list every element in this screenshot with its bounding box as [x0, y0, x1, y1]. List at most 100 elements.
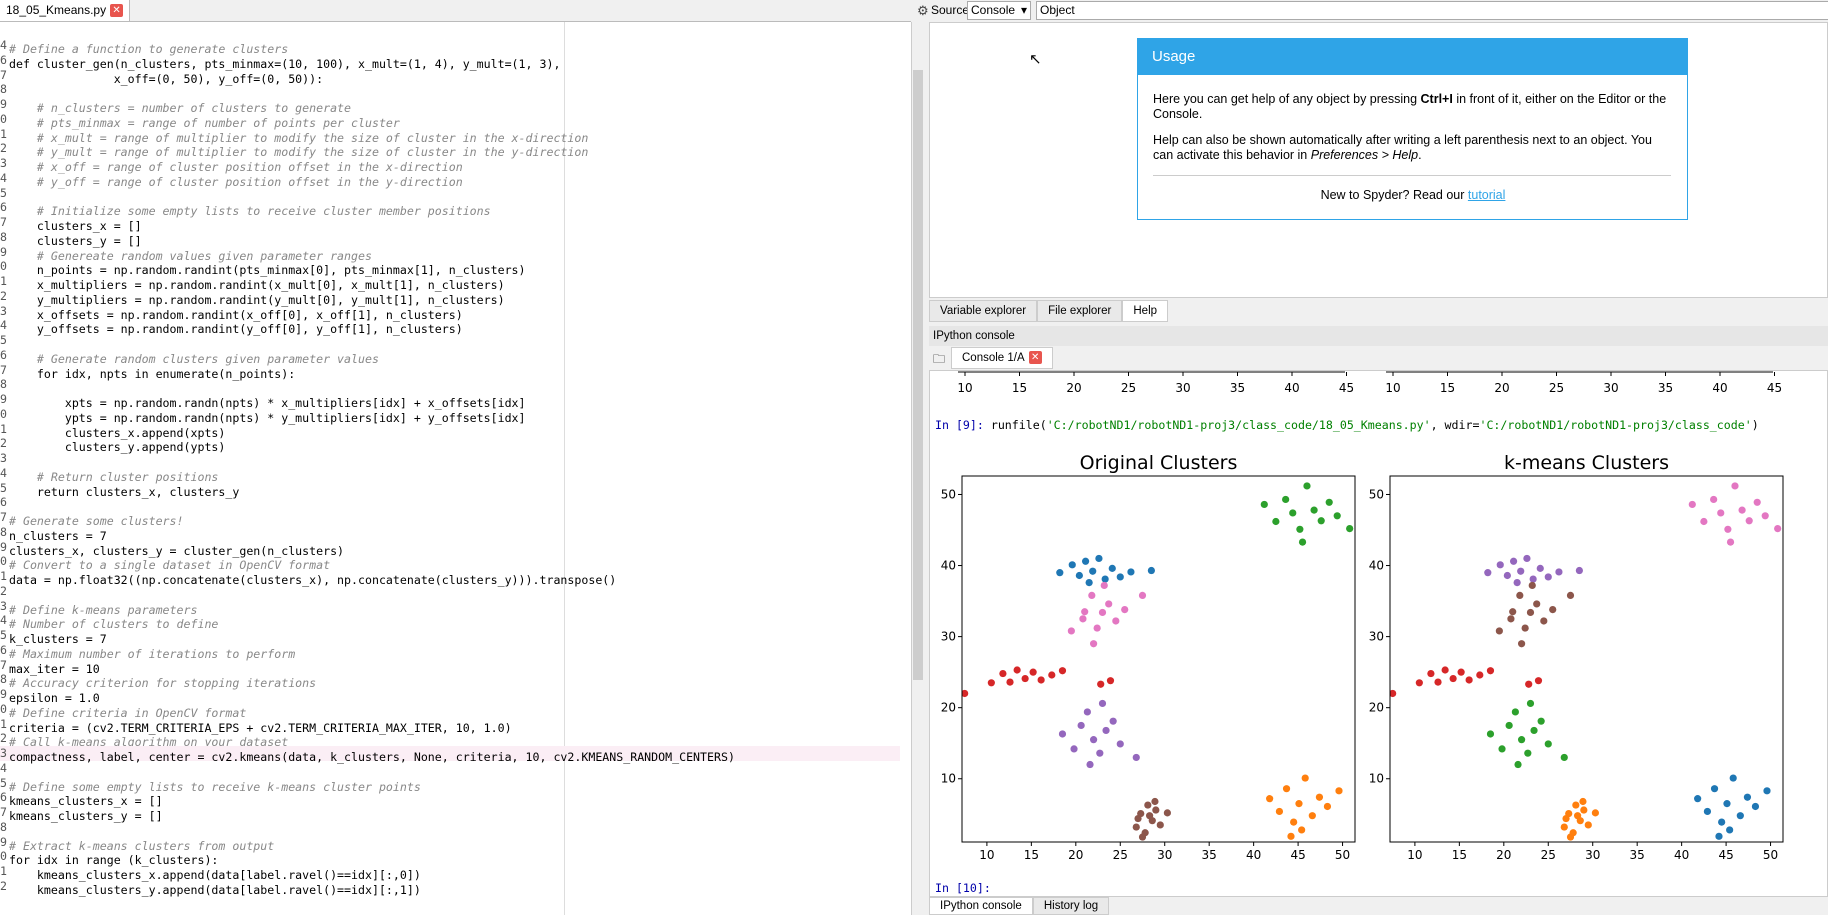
line-number: 4 — [0, 38, 7, 52]
line-number: 3 — [0, 303, 7, 318]
help-paragraph: New to Spyder? Read our tutorial — [1153, 188, 1673, 203]
console-area: In [9]: runfile('C:/robotND1/robotND1-pr… — [929, 370, 1828, 897]
tab[interactable]: Help — [1122, 300, 1169, 322]
console-tab[interactable]: Console 1/A ✕ — [951, 347, 1053, 369]
folder-icon[interactable]: 🗀 — [933, 352, 946, 366]
code-line: 7 x_off=(0, 50), y_off=(0, 50)): — [0, 68, 900, 86]
code-line: 5 — [0, 333, 900, 348]
code-line: 0 for idx in range (k_clusters): — [0, 849, 900, 867]
help-text: Here you can get help of any object by p… — [1153, 92, 1421, 106]
code-line: 2 — [0, 584, 900, 599]
code-line: 2 kmeans_clusters_y.append(data[label.ra… — [0, 878, 900, 897]
editor: 18_05_Kmeans.py ✕ 4 # Define a function to… — [0, 0, 911, 915]
code-line: 6 kmeans_clusters_x = [] — [0, 790, 900, 809]
code-text: def cluster_gen(n_clusters, pts_minmax=(… — [9, 56, 561, 71]
code-line: 3 x_offsets = np.random.randint(x_off[0]… — [0, 303, 900, 322]
code-line: 8 clusters_y = [] — [0, 230, 900, 248]
code-text: clusters_x.append(xpts) — [9, 425, 226, 440]
code-line: 7 for idx, npts in enumerate(n_points): — [0, 363, 900, 381]
line-number: 0 — [0, 259, 7, 274]
line-number: 8 — [0, 672, 7, 687]
line-number: 2 — [0, 436, 7, 451]
code-text: clusters_y = [] — [9, 233, 142, 248]
line-number: 8 — [0, 82, 7, 97]
code-line: 9 clusters_x, clusters_y = cluster_gen(n_… — [0, 540, 900, 558]
console-text: runfile( — [990, 418, 1047, 432]
code-text: xpts = np.random.randn(npts) * x_multipl… — [9, 395, 526, 410]
file-tab[interactable]: 18_05_Kmeans.py ✕ — [0, 0, 131, 21]
line-number: 1 — [0, 421, 7, 436]
code-text: # Number of clusters to define — [9, 617, 219, 632]
code-text: # Generate some clusters! — [9, 513, 184, 528]
line-number: 9 — [0, 834, 7, 849]
code-line: 8 — [0, 377, 900, 392]
code-text: ypts = np.random.randn(npts) * y_multipl… — [9, 410, 526, 425]
console-text: 'C:/robotND1/robotND1-proj3/class_code/1… — [1046, 418, 1431, 432]
close-tab[interactable]: ✕ — [110, 4, 124, 18]
line-number: 2 — [0, 878, 7, 893]
code-text: # Initialize some empty lists to receive… — [9, 204, 491, 219]
code-text: # Extract k-means clusters from output — [9, 838, 275, 853]
code-text: kmeans_clusters_x.append(data[label.rave… — [9, 867, 421, 882]
source-select[interactable]: Console ▾ — [967, 1, 1031, 20]
line-number: 7 — [0, 215, 7, 229]
code-text: criteria = (cv2.TERM_CRITERIA_EPS + cv2.… — [9, 720, 512, 735]
code-line: 8 n_clusters = 7 — [0, 524, 900, 543]
line-number: 1 — [0, 274, 7, 288]
tab-label: 18_05_Kmeans.py — [6, 3, 107, 17]
code-line: 2 clusters_y.append(ypts) — [0, 436, 900, 454]
line-number: 0 — [0, 111, 7, 126]
line-number: 2 — [0, 731, 7, 746]
line-number: 3 — [0, 746, 7, 760]
input-line: In [9]: runfile('C:/robotND1/robotND1-pr… — [935, 418, 1759, 432]
line-number: 7 — [0, 805, 7, 819]
code-line: 6 # Generate random clusters given param… — [0, 348, 900, 366]
line-number: 0 — [0, 701, 7, 716]
usage-title: Usage — [1138, 39, 1687, 75]
tab[interactable]: IPython console — [929, 897, 1033, 915]
code-text: kmeans_clusters_y = [] — [9, 808, 163, 823]
line-number: 6 — [0, 642, 7, 657]
code-line: 5 # Define some empty lists to receive k-… — [0, 776, 900, 794]
line-number: 9 — [0, 97, 7, 111]
code-line: 2 y_multipliers = np.random.randint(y_mu… — [0, 289, 900, 307]
code-text: x_off=(0, 50), y_off=(0, 50)): — [9, 71, 324, 86]
code-text: # Call k-means algorithm on your dataset — [9, 735, 289, 750]
code-text: y_offsets = np.random.randint(y_off[0], … — [9, 322, 463, 337]
line-number: 8 — [0, 524, 7, 539]
line-number: 4 — [0, 318, 7, 333]
code-line: 4 # Number of clusters to define — [0, 613, 900, 632]
code-text: kmeans_clusters_y.append(data[label.rave… — [9, 882, 421, 897]
line-number: 9 — [0, 392, 7, 406]
code-line: 1 kmeans_clusters_x.append(data[label.ra… — [0, 864, 900, 882]
line-number: 6 — [0, 200, 7, 215]
help-text: tutorial — [1467, 188, 1506, 202]
code-text: kmeans_clusters_x = [] — [9, 794, 163, 809]
code-line: 1 x_multipliers = np.random.randint(x_mu… — [0, 274, 900, 292]
line-number: 3 — [0, 451, 7, 465]
code-line: 2 # y_mult = range of multiplier to modi… — [0, 141, 900, 159]
tab[interactable]: History log — [1032, 897, 1110, 915]
tab[interactable]: Variable explorer — [929, 300, 1038, 322]
code-line: 3 # x_off = range of cluster position of… — [0, 156, 900, 174]
tab[interactable]: File explorer — [1037, 300, 1123, 322]
code-text: # n_clusters = number of clusters to gen… — [9, 100, 352, 115]
gear-icon[interactable]: ⚙ — [917, 3, 929, 18]
console-text: In [9]: — [935, 418, 991, 432]
code-text: # Define some empty lists to receive k-m… — [9, 779, 421, 794]
console-header: IPython console — [929, 326, 1828, 346]
code-line: 8 # Accuracy criterion for stopping itera… — [0, 672, 900, 690]
code-line: 6 # Initialize some empty lists to recei… — [0, 200, 900, 219]
code-text: # Maximum number of iterations to perfor… — [9, 646, 296, 661]
code-line: 4 # Define a function to generate cluster… — [0, 38, 900, 56]
code-line: 1 # x_mult = range of multiplier to modi… — [0, 126, 900, 145]
code-text: n_points = np.random.randint(pts_minmax[… — [9, 263, 526, 278]
object-field[interactable]: Object — [1036, 1, 1828, 20]
code-line: 0 # Define criteria in OpenCV format — [0, 701, 900, 720]
scroll-thumb[interactable] — [913, 70, 923, 680]
line-number: 0 — [0, 554, 7, 569]
line-number: 9 — [0, 244, 7, 259]
line-number: 1 — [0, 126, 7, 141]
line-number: 9 — [0, 687, 7, 701]
close-console[interactable]: ✕ — [1028, 351, 1042, 365]
